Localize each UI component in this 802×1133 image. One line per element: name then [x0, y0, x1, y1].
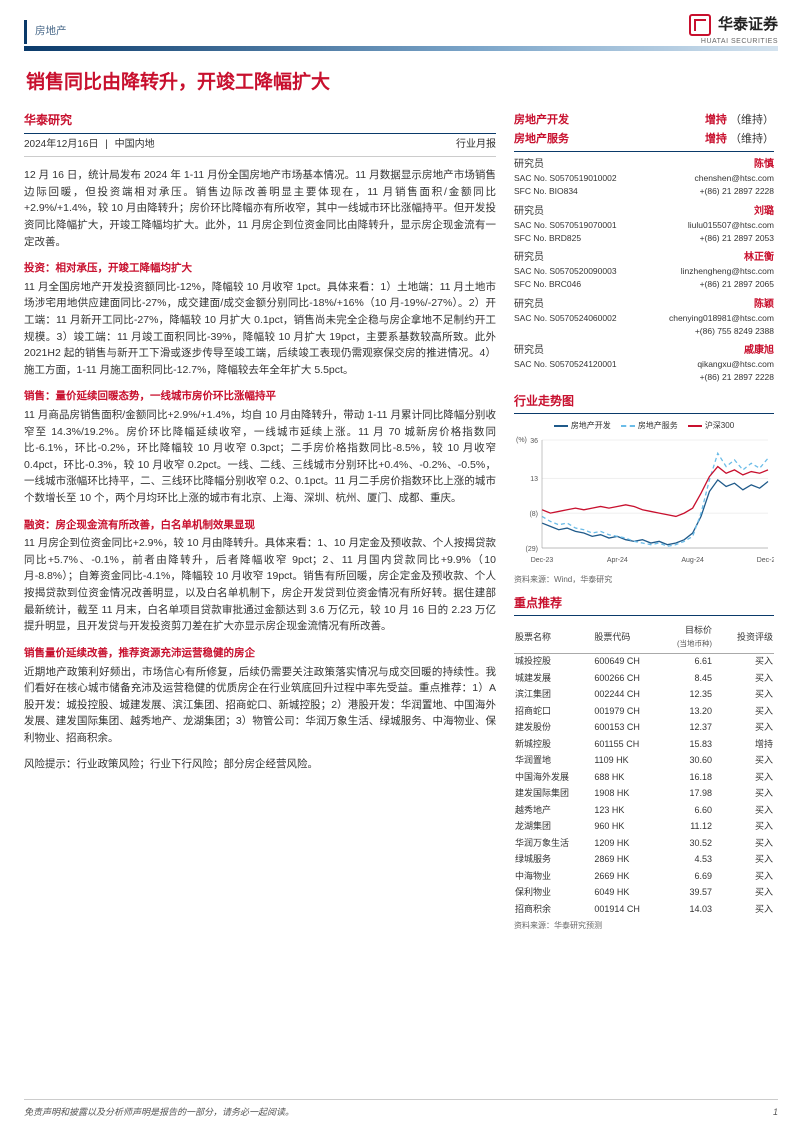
table-row: 中国海外发展688 HK16.18买入 [514, 769, 774, 786]
table-row: 招商蛇口001979 CH13.20买入 [514, 703, 774, 720]
svg-text:Aug-24: Aug-24 [681, 557, 704, 564]
analyst-block: 研究员林正衡SAC No. S0570520090003linzhengheng… [514, 250, 774, 291]
section-heading: 销售：量价延续回暖态势，一线城市房价环比涨幅持平 [24, 389, 496, 405]
chart-source: 资料来源：Wind，华泰研究 [514, 574, 774, 586]
table-row: 绿城服务2869 HK4.53买入 [514, 852, 774, 869]
table-row: 建发国际集团1908 HK17.98买入 [514, 786, 774, 803]
rec-title: 重点推荐 [514, 594, 774, 616]
table-row: 新城控股601155 CH15.83增持 [514, 736, 774, 753]
table-header: 股票名称 [514, 622, 593, 654]
category-label: 房地产 [24, 20, 778, 44]
intro-paragraph: 12 月 16 日，统计局发布 2024 年 1-11 月份全国房地产市场基本情… [24, 167, 496, 250]
table-row: 城投控股600649 CH6.61买入 [514, 653, 774, 670]
analyst-block: 研究员刘璐SAC No. S0570519070001liulu015507@h… [514, 204, 774, 245]
analyst-list: 研究员陈慎SAC No. S0570519010002chenshen@htsc… [514, 157, 774, 384]
brand-logo: 华泰证券 HUATAI SECURITIES [689, 14, 778, 47]
legend-item: 房地产服务 [621, 420, 678, 432]
svg-text:36: 36 [530, 438, 538, 445]
research-brand: 华泰研究 [24, 111, 72, 129]
analyst-block: 研究员陈颖SAC No. S0570524060002chenying01898… [514, 297, 774, 338]
report-type: 行业月报 [456, 137, 496, 152]
table-row: 招商积余001914 CH14.03买入 [514, 901, 774, 918]
svg-text:(29): (29) [526, 546, 538, 553]
table-row: 华润置地1109 HK30.60买入 [514, 753, 774, 770]
report-date: 2024年12月16日 [24, 139, 99, 150]
analyst-block: 研究员陈慎SAC No. S0570519010002chenshen@htsc… [514, 157, 774, 198]
table-row: 城建发展600266 CH8.45买入 [514, 670, 774, 687]
brand-sub: HUATAI SECURITIES [689, 37, 778, 48]
footer-disclaimer: 免责声明和披露以及分析师声明是报告的一部分，请务必一起阅读。 [24, 1106, 294, 1120]
table-header: 目标价(当地币种) [661, 622, 713, 654]
section-paragraph: 11 月房企到位资金同比+2.9%，较 10 月由降转升。具体来看：1、10 月… [24, 535, 496, 634]
trend-chart: (%)36 13 (8) (29) Dec-23 Apr-24 Aug-24 Dec-24 [514, 432, 774, 572]
brand-name: 华泰证券 [718, 14, 778, 37]
section-heading: 投资：相对承压，开竣工降幅均扩大 [24, 261, 496, 277]
table-row: 越秀地产123 HK6.60买入 [514, 802, 774, 819]
table-row: 华润万象生活1209 HK30.52买入 [514, 835, 774, 852]
svg-text:13: 13 [530, 476, 538, 483]
report-region: 中国内地 [115, 139, 155, 150]
report-title: 销售同比由降转升，开竣工降幅扩大 [24, 69, 778, 98]
section-heading: 销售量价延续改善，推荐资源充沛运营稳健的房企 [24, 646, 496, 662]
svg-text:(8): (8) [529, 511, 538, 518]
risk-note: 风险提示：行业政策风险；行业下行风险；部分房企经营风险。 [24, 757, 496, 773]
svg-text:(%): (%) [516, 437, 527, 444]
section-paragraph: 11 月全国房地产开发投资额同比-12%，降幅较 10 月收窄 1pct。具体来… [24, 279, 496, 378]
table-row: 滨江集团002244 CH12.35买入 [514, 687, 774, 704]
rating-row: 房地产服务增持 （维持） [514, 130, 774, 149]
section-heading: 融资：房企现金流有所改善，白名单机制效果显现 [24, 518, 496, 534]
table-row: 中海物业2669 HK6.69买入 [514, 868, 774, 885]
table-header: 股票代码 [593, 622, 660, 654]
section-paragraph: 近期地产政策利好频出，市场信心有所修复，后续仍需要关注政策落实情况与成交回暖的持… [24, 664, 496, 747]
table-header: 投资评级 [713, 622, 774, 654]
section-paragraph: 11 月商品房销售面积/金额同比+2.9%/+1.4%，均自 10 月由降转升，… [24, 407, 496, 506]
legend-item: 沪深300 [688, 420, 734, 432]
svg-text:Dec-24: Dec-24 [757, 557, 774, 564]
rating-row: 房地产开发增持 （维持） [514, 111, 774, 130]
table-row: 保利物业6049 HK39.57买入 [514, 885, 774, 902]
svg-text:Apr-24: Apr-24 [607, 557, 628, 564]
header-stripe [24, 46, 778, 51]
legend-item: 房地产开发 [554, 420, 611, 432]
chart-legend: 房地产开发房地产服务沪深300 [514, 420, 774, 432]
rec-table: 股票名称股票代码目标价(当地币种)投资评级 城投控股600649 CH6.61买… [514, 622, 774, 918]
chart-title: 行业走势图 [514, 392, 774, 414]
table-row: 龙湖集团960 HK11.12买入 [514, 819, 774, 836]
rec-source: 资料来源：华泰研究预测 [514, 920, 774, 932]
table-row: 建发股份600153 CH12.37买入 [514, 720, 774, 737]
svg-text:Dec-23: Dec-23 [531, 557, 554, 564]
analyst-block: 研究员戚康旭SAC No. S0570524120001qikangxu@hts… [514, 343, 774, 384]
industry-ratings: 房地产开发增持 （维持）房地产服务增持 （维持） [514, 111, 774, 152]
page-number: 1 [773, 1106, 778, 1120]
